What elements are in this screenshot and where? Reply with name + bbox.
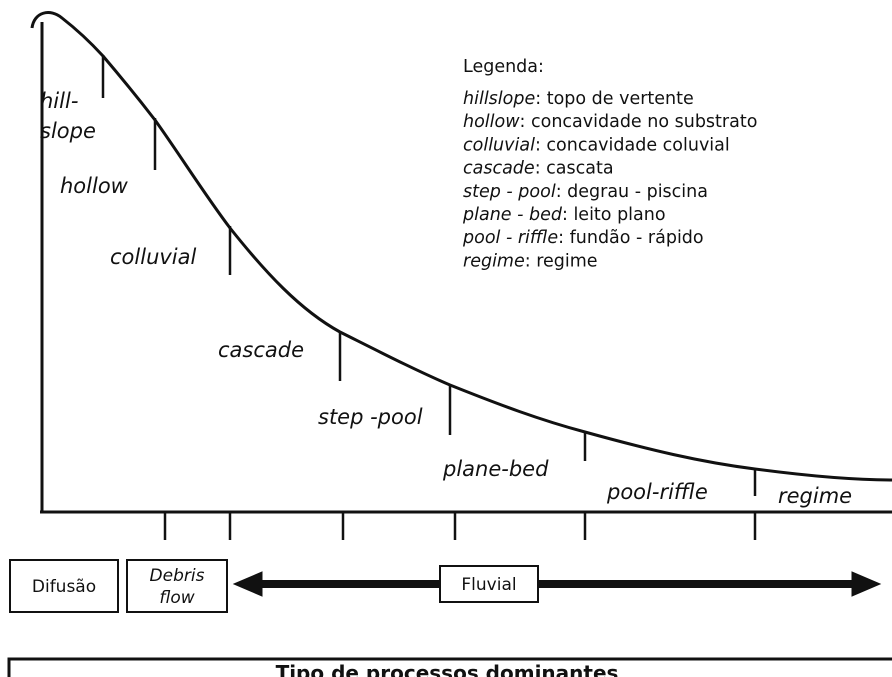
legend-text: : fundão - rápido	[558, 228, 704, 248]
legend-text: : concavidade coluvial	[535, 135, 730, 155]
process-box	[126, 559, 228, 613]
legend-term: step - pool	[463, 182, 556, 202]
legend-item: regime: regime	[463, 251, 598, 271]
legend-text: : leito plano	[562, 205, 666, 225]
legend-term: hollow	[463, 112, 520, 132]
legend-item: pool - riffle: fundão - rápido	[462, 228, 704, 248]
legend-title: Legenda:	[463, 57, 544, 77]
process-label: Debris	[150, 566, 205, 586]
legend-item: plane - bed: leito plano	[462, 205, 666, 225]
label: hollow	[60, 174, 129, 198]
process-box	[9, 559, 119, 613]
legend-text: : degrau - piscina	[556, 182, 708, 202]
legend-term: pool - riffle	[462, 228, 558, 248]
footer-title: Tipo de processos dominantes	[276, 661, 619, 677]
arrow-head	[232, 571, 263, 597]
label: plane-bed	[442, 457, 549, 481]
legend-text: : regime	[525, 251, 598, 271]
label: step -pool	[318, 405, 423, 429]
label: regime	[778, 484, 852, 508]
label: pool-riffle	[606, 480, 708, 504]
legend-term: regime	[463, 251, 525, 271]
arrow-head	[851, 571, 882, 597]
legend-term: colluvial	[463, 135, 535, 155]
process-label: Fluvial	[461, 575, 516, 595]
legend-text: : topo de vertente	[535, 89, 694, 109]
label: cascade	[218, 338, 304, 362]
label: hill-	[40, 89, 78, 113]
axis-ticks	[163, 512, 757, 540]
legend-item: hillslope: topo de vertente	[463, 89, 694, 109]
process-label: Difusão	[32, 577, 96, 597]
footer-box	[7, 657, 892, 677]
process-box	[439, 565, 539, 603]
legend-term: hillslope	[463, 89, 535, 109]
legend-item: colluvial: concavidade coluvial	[463, 135, 730, 155]
legend-text: : concavidade no substrato	[520, 112, 758, 132]
label: slope	[40, 119, 96, 143]
legend-term: cascade	[463, 159, 535, 179]
curve-ticks	[101, 55, 757, 496]
legend-item: hollow: concavidade no substrato	[463, 112, 757, 132]
label: colluvial	[110, 245, 197, 269]
legend-item: cascade: cascata	[463, 159, 614, 179]
legend-term: plane - bed	[462, 205, 563, 225]
process-label: flow	[159, 588, 194, 608]
legend-text: : cascata	[535, 159, 614, 179]
legend-item: step - pool: degrau - piscina	[463, 182, 708, 202]
